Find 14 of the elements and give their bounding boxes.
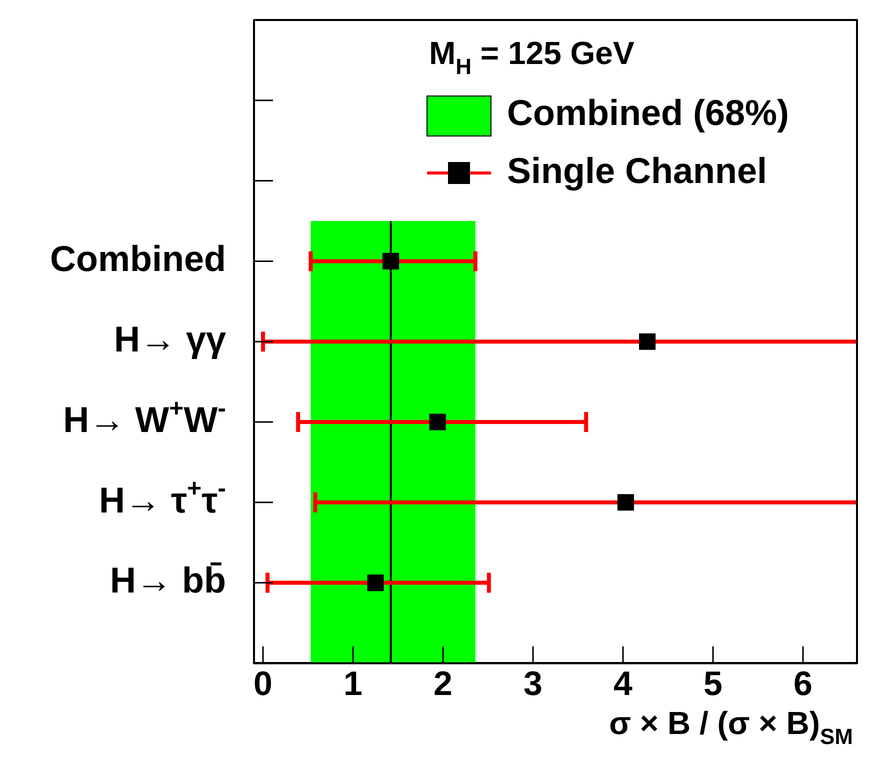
x-tick-label: 1 xyxy=(344,664,362,703)
y-tick-label: Combined xyxy=(50,238,226,280)
x-tick-label: 6 xyxy=(794,664,812,703)
x-tick-label: 2 xyxy=(434,664,452,703)
y-tick-label: H→ bb̄ xyxy=(110,560,226,601)
y-tick-label: H→ γγ xyxy=(114,318,226,360)
x-tick-label: 4 xyxy=(614,664,633,703)
x-tick-label: 3 xyxy=(524,664,542,703)
x-tick-label: 5 xyxy=(704,664,722,703)
y-tick-label: H→ τ+τ- xyxy=(98,474,226,520)
legend-label: Single Channel xyxy=(507,150,768,191)
x-tick-label: 0 xyxy=(254,664,272,703)
y-tick-label: H→ W+W- xyxy=(63,394,226,440)
legend-label: Combined (68%) xyxy=(507,92,790,133)
